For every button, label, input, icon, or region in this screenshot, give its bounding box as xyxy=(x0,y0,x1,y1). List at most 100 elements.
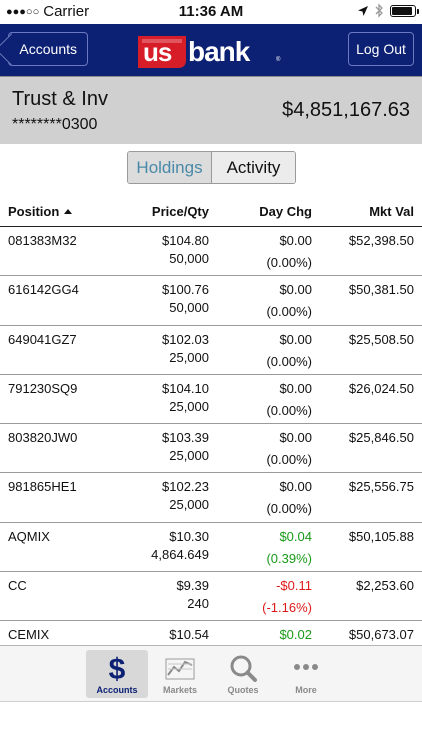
more-dots-icon xyxy=(294,664,318,670)
markets-chart-icon xyxy=(165,658,195,680)
day-change-percent: (0.00%) xyxy=(266,353,312,369)
svg-text:bank: bank xyxy=(188,36,251,67)
position-quantity: 50,000 xyxy=(169,251,209,266)
day-change: $0.04 xyxy=(279,528,312,544)
column-header-mkt-val[interactable]: Mkt Val xyxy=(369,204,414,219)
tab-quotes[interactable]: Quotes xyxy=(212,650,274,698)
magnifier-icon xyxy=(230,655,257,682)
day-change-percent: (0.00%) xyxy=(266,304,312,320)
tab-more[interactable]: More xyxy=(275,650,337,698)
account-summary: Trust & Inv ********0300 $4,851,167.63 xyxy=(0,76,422,144)
position-symbol: AQMIX xyxy=(8,528,50,544)
position-price: $9.39 xyxy=(176,578,209,594)
market-value: $26,024.50 xyxy=(348,380,414,396)
tab-quotes-label: Quotes xyxy=(227,685,259,695)
tab-markets-label: Markets xyxy=(162,685,198,695)
day-change-percent: (0.39%) xyxy=(266,550,312,566)
carrier-label: Carrier xyxy=(43,3,90,20)
table-row[interactable]: 649041GZ7 $102.03 25,000 $0.00 (0.00%) $… xyxy=(0,326,422,375)
market-value: $25,846.50 xyxy=(348,430,414,446)
position-symbol: CC xyxy=(8,578,27,594)
log-out-button[interactable]: Log Out xyxy=(348,32,414,66)
position-symbol: CEMIX xyxy=(8,627,50,643)
position-symbol: 803820JW0 xyxy=(8,430,78,446)
position-quantity: 4,864.649 xyxy=(151,546,209,562)
market-value: $25,556.75 xyxy=(348,479,414,495)
day-change: $0.00 xyxy=(279,233,312,248)
tab-accounts-label: Accounts xyxy=(96,685,138,695)
market-value: $25,508.50 xyxy=(348,331,414,347)
status-right xyxy=(357,3,419,18)
position-price: $102.03 xyxy=(162,331,209,347)
position-price: $10.30 xyxy=(169,528,209,544)
day-change-percent: (0.00%) xyxy=(266,402,312,418)
position-price: $103.39 xyxy=(162,430,209,446)
dollar-icon: $ xyxy=(109,653,126,683)
position-symbol: 616142GG4 xyxy=(8,282,79,298)
position-quantity: 50,000 xyxy=(169,300,209,316)
bluetooth-icon xyxy=(375,3,383,18)
day-change: $0.00 xyxy=(279,479,312,495)
battery-icon xyxy=(390,4,419,17)
table-row[interactable]: 803820JW0 $103.39 25,000 $0.00 (0.00%) $… xyxy=(0,424,422,474)
holdings-table-header: Position Price/Qty Day Chg Mkt Val xyxy=(0,194,422,227)
market-value: $2,253.60 xyxy=(356,578,414,594)
table-row[interactable]: 081383M32 $104.80 50,000 $0.00 (0.00%) $… xyxy=(0,227,422,277)
holdings-activity-toggle: Holdings Activity xyxy=(127,151,296,184)
day-change: $0.00 xyxy=(279,380,312,396)
market-value: $50,381.50 xyxy=(348,282,414,298)
status-left: ●●●○○ Carrier xyxy=(6,3,89,20)
table-row[interactable]: 981865HE1 $102.23 25,000 $0.00 (0.00%) $… xyxy=(0,473,422,523)
svg-text:$: $ xyxy=(109,653,126,683)
column-header-position[interactable]: Position xyxy=(8,204,73,219)
location-arrow-icon xyxy=(358,5,368,16)
position-quantity: 25,000 xyxy=(169,448,209,464)
position-price: $102.23 xyxy=(162,479,209,495)
signal-strength-icon: ●●●○○ xyxy=(6,5,40,18)
status-bar: ●●●○○ Carrier 11:36 AM xyxy=(0,0,422,24)
day-change-percent: (-1.16%) xyxy=(262,600,312,616)
market-value: $52,398.50 xyxy=(348,233,414,248)
tab-holdings[interactable]: Holdings xyxy=(128,152,212,183)
tab-markets[interactable]: Markets xyxy=(149,650,211,698)
tab-more-label: More xyxy=(295,685,317,695)
position-price: $100.76 xyxy=(162,282,209,298)
position-symbol: 981865HE1 xyxy=(8,479,77,495)
position-quantity: 25,000 xyxy=(169,398,209,414)
table-row[interactable]: 791230SQ9 $104.10 25,000 $0.00 (0.00%) $… xyxy=(0,375,422,425)
position-symbol: 649041GZ7 xyxy=(8,331,77,347)
tab-activity[interactable]: Activity xyxy=(212,152,295,183)
position-price: $104.80 xyxy=(162,233,209,248)
accounts-back-button[interactable]: Accounts xyxy=(8,32,88,66)
status-time: 11:36 AM xyxy=(178,3,244,20)
day-change-percent: (0.00%) xyxy=(266,255,312,270)
table-row[interactable]: 616142GG4 $100.76 50,000 $0.00 (0.00%) $… xyxy=(0,276,422,326)
tab-accounts[interactable]: $ Accounts xyxy=(86,650,148,698)
account-balance: $4,851,167.63 xyxy=(282,99,410,121)
position-price: $10.54 xyxy=(169,627,209,643)
position-header-label: Position xyxy=(8,204,60,219)
account-number: ********0300 xyxy=(12,116,98,133)
table-row[interactable]: CC $9.39 240 -$0.11 (-1.16%) $2,253.60 xyxy=(0,572,422,622)
table-row[interactable]: CEMIX $10.54 $0.02 $50,673.07 xyxy=(0,621,422,645)
position-price: $104.10 xyxy=(162,380,209,396)
day-change: $0.00 xyxy=(279,282,312,298)
column-header-day-chg[interactable]: Day Chg xyxy=(259,204,312,219)
navigation-bar: Accounts us bank ® Log Out xyxy=(0,24,422,76)
column-header-price-qty[interactable]: Price/Qty xyxy=(151,204,209,219)
holdings-list[interactable]: 081383M32 $104.80 50,000 $0.00 (0.00%) $… xyxy=(0,227,422,645)
day-change: $0.02 xyxy=(279,627,312,643)
table-row[interactable]: AQMIX $10.30 4,864.649 $0.04 (0.39%) $50… xyxy=(0,523,422,573)
sort-ascending-icon xyxy=(64,209,73,214)
market-value: $50,105.88 xyxy=(348,528,414,544)
position-quantity: 240 xyxy=(187,596,209,612)
position-symbol: 791230SQ9 xyxy=(8,380,78,396)
bottom-tab-bar: $ Accounts Markets Quotes More xyxy=(0,645,422,701)
position-symbol: 081383M32 xyxy=(8,233,77,248)
usbank-logo: us bank ® xyxy=(138,36,281,68)
market-value: $50,673.07 xyxy=(348,627,414,643)
battery-level xyxy=(392,6,412,15)
day-change: $0.00 xyxy=(279,430,312,446)
position-quantity: 25,000 xyxy=(169,349,209,365)
position-quantity: 25,000 xyxy=(169,497,209,513)
